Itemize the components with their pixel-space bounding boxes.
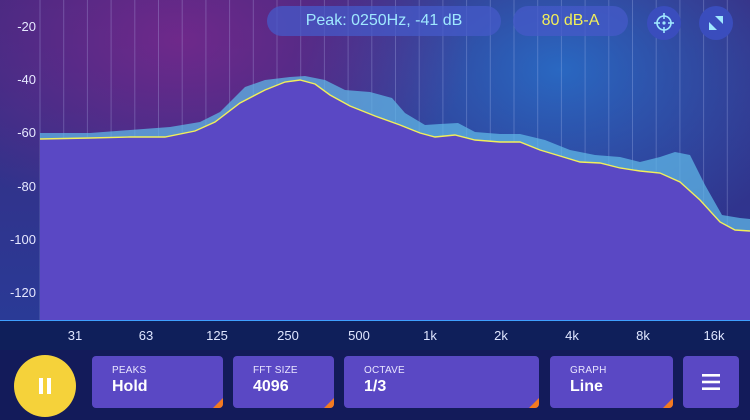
pause-button[interactable] [14,355,76,417]
control-value: Line [570,378,603,395]
y-tick-label: -80 [17,179,36,194]
spectrum-line [39,79,750,232]
control-caption: GRAPH [570,365,607,376]
control-value: Hold [112,378,148,395]
corner-marker [324,398,334,408]
x-tick-label: 2k [494,328,508,343]
corner-marker [213,398,223,408]
x-tick-label: 125 [206,328,228,343]
y-tick-label: -60 [17,125,36,140]
control-caption: PEAKS [112,365,147,376]
crosshair-button[interactable] [647,6,681,40]
y-tick-label: -100 [9,232,36,247]
menu-button[interactable] [683,356,739,408]
graph-control[interactable]: GRAPH Line [550,356,673,408]
x-tick-label: 4k [565,328,579,343]
control-caption: FFT SIZE [253,365,298,376]
corner-marker [529,398,539,408]
octave-control[interactable]: OCTAVE 1/3 [344,356,539,408]
menu-icon [702,374,720,390]
x-tick-label: 8k [636,328,650,343]
frequency-axis: 31 63 125 250 500 1k 2k 4k 8k 16k [0,320,750,351]
level-readout[interactable]: 80 dB-A [513,6,628,36]
y-tick-label: -40 [17,72,36,87]
y-tick-label: -120 [9,285,36,300]
peaks-control[interactable]: PEAKS Hold [92,356,223,408]
y-tick-label: -20 [17,19,36,34]
resize-button[interactable] [699,6,733,40]
x-tick-label: 16k [703,328,725,343]
control-caption: OCTAVE [364,365,405,376]
x-tick-label: 31 [67,328,83,343]
corner-marker [663,398,673,408]
peak-readout: Peak: 0250Hz, -41 dB [267,6,501,36]
x-tick-label: 63 [138,328,154,343]
x-tick-label: 250 [277,328,299,343]
x-tick-label: 1k [423,328,437,343]
fft-size-control[interactable]: FFT SIZE 4096 [233,356,334,408]
x-tick-label: 500 [348,328,370,343]
control-value: 4096 [253,378,289,395]
resize-icon [709,16,723,30]
control-value: 1/3 [364,378,387,395]
crosshair-icon [654,13,674,33]
spectrum-fill [40,80,750,320]
spectrum-graph[interactable] [0,0,750,320]
pause-icon [39,378,51,394]
